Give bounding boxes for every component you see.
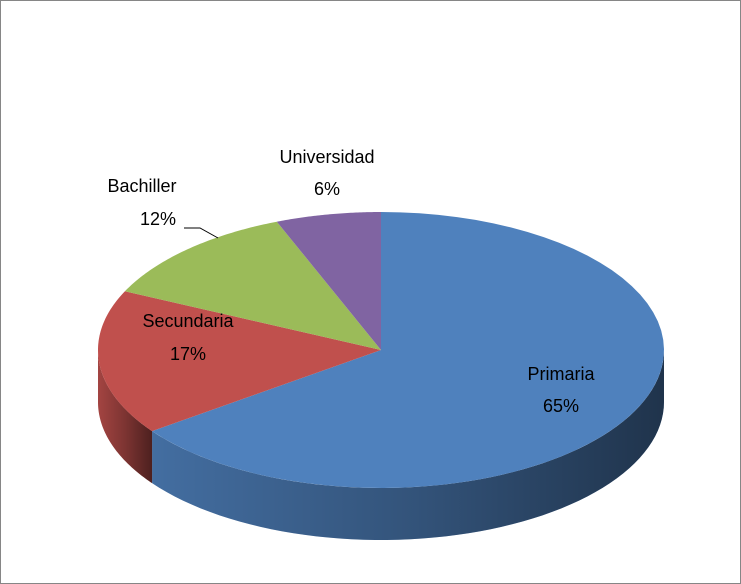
pie-slice-side-shade: [98, 350, 153, 484]
value-label: 12%: [140, 209, 176, 229]
category-label: Secundaria: [142, 311, 234, 331]
value-label: 65%: [543, 396, 579, 416]
value-label: 6%: [314, 179, 340, 199]
pie-slice: [124, 221, 381, 350]
category-label: Universidad: [279, 147, 374, 167]
leader-line: [184, 227, 219, 239]
pie-slice-side-shade: [152, 350, 664, 540]
pie-slice: [98, 291, 381, 432]
pie-slice: [152, 212, 664, 488]
value-label: 17%: [170, 344, 206, 364]
category-label: Bachiller: [107, 176, 176, 196]
category-label: Primaria: [527, 364, 595, 384]
pie-slice: [276, 212, 381, 350]
